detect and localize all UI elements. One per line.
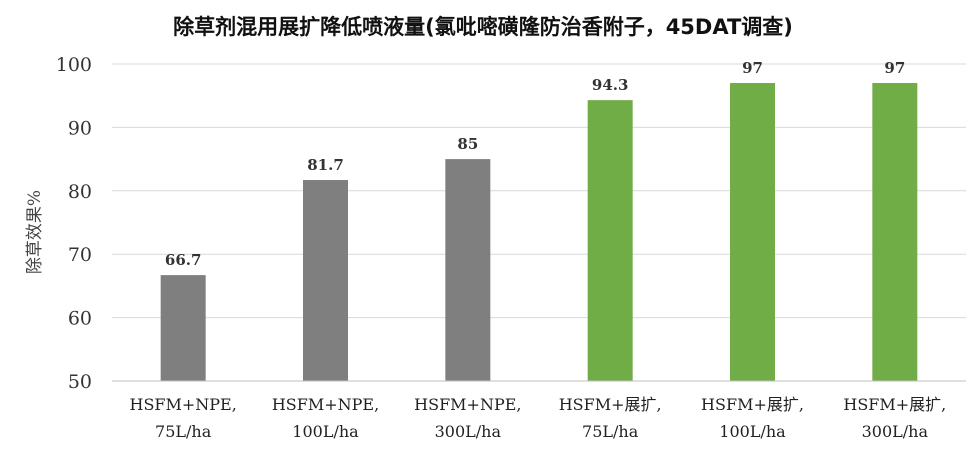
data-label-2: 81.7 — [307, 156, 344, 174]
x-tick-label-6: HSFM+展扩, 300L/ha — [843, 395, 946, 441]
bar-2 — [303, 180, 348, 381]
y-tick-label: 70 — [68, 244, 92, 266]
x-tick-label-5: HSFM+展扩, 100L/ha — [701, 395, 804, 441]
x-tick-label-3: HSFM+NPE, 300L/ha — [414, 395, 521, 441]
y-axis-label: 除草效果% — [25, 190, 45, 274]
bar-1 — [160, 275, 206, 381]
data-label-6: 97 — [884, 59, 905, 77]
bar-6 — [872, 83, 918, 382]
axes: 50 60 70 80 90 100 HSFM+NPE, 75L/ha HSFM+NPE, 100… — [56, 54, 966, 441]
x-tick-label-2: HSFM+NPE, 100L/ha — [272, 395, 379, 441]
y-tick-label: 60 — [68, 308, 92, 330]
y-tick-label: 100 — [56, 54, 92, 76]
data-label-1: 66.7 — [165, 251, 202, 269]
bar-4 — [587, 100, 633, 381]
y-tick-label: 90 — [68, 117, 92, 139]
x-tick-label-1: HSFM+NPE, 75L/ha — [129, 395, 236, 441]
gridlines — [112, 63, 966, 319]
data-label-5: 97 — [742, 59, 763, 77]
data-label-4: 94.3 — [592, 76, 629, 94]
bar-5 — [730, 83, 775, 382]
bar-3 — [445, 159, 491, 381]
x-tick-label-4: HSFM+展扩, 75L/ha — [559, 395, 662, 441]
bars — [160, 83, 918, 382]
data-labels: 66.7 81.7 85 94.3 97 97 — [165, 59, 905, 269]
data-label-3: 85 — [457, 135, 478, 153]
y-tick-label: 80 — [68, 181, 92, 203]
chart-title: 除草剂混用展扩降低喷液量(氯吡嘧磺隆防治香附子，45DAT调查) — [173, 15, 793, 39]
y-tick-label: 50 — [68, 371, 92, 393]
